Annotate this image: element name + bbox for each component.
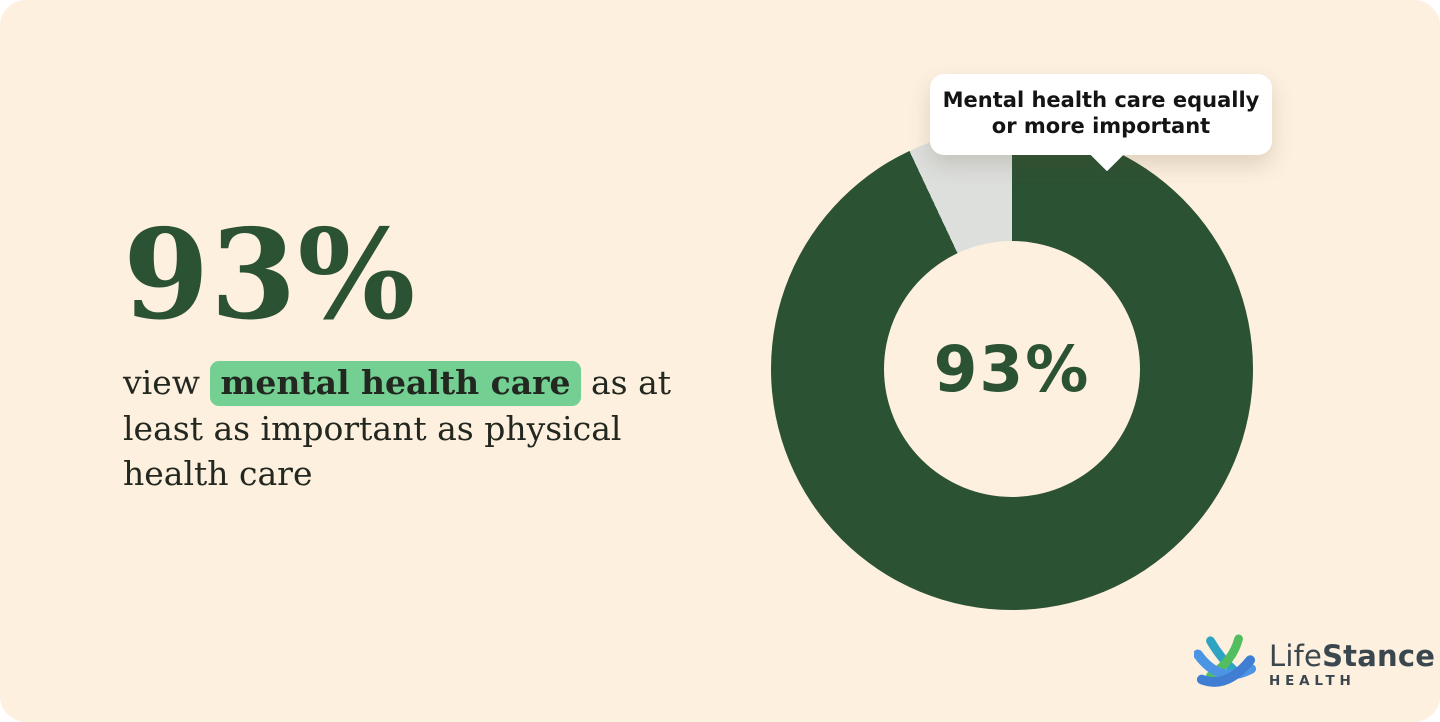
logo-text: LifeStance HEALTH [1269,641,1435,690]
lifestance-logo-icon [1194,634,1256,687]
stat-description-suffix: as at least as important as physical hea… [123,363,672,494]
tooltip-line-1: Mental health care equally [942,88,1260,112]
logo-brand-stance: Stance [1322,638,1436,673]
chart-tooltip: Mental health care equally or more impor… [930,74,1272,172]
donut-chart: 93% [771,128,1253,610]
donut-center-label: 93% [933,332,1091,406]
stat-highlight: mental health care [210,361,581,406]
logo-subtitle: HEALTH [1269,673,1356,690]
stat-description-prefix: view [123,363,211,402]
donut-hole: 93% [884,241,1140,497]
stat-value: 93% [123,203,417,348]
stat-block: 93% view mental health care as at least … [123,214,713,497]
tooltip-line-2: or more important [991,113,1211,138]
stat-description: view mental health care as at least as i… [123,360,703,497]
logo-brand-life: Life [1269,638,1323,673]
logo-brand: LifeStance [1269,641,1435,671]
lifestance-logo: LifeStance HEALTH [1194,634,1435,696]
